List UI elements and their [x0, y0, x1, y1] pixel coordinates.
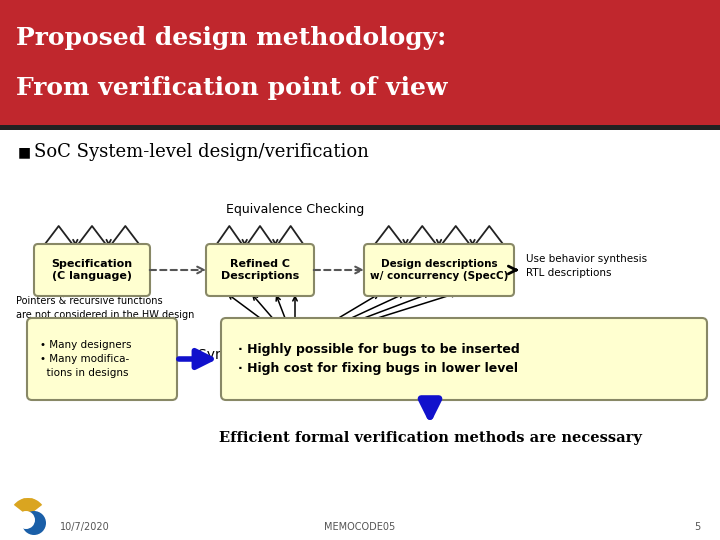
- Text: Equivalence Checking: Equivalence Checking: [226, 203, 364, 216]
- FancyBboxPatch shape: [364, 244, 514, 296]
- Text: Design descriptions
w/ concurrency (SpecC): Design descriptions w/ concurrency (Spec…: [370, 259, 508, 281]
- Circle shape: [17, 511, 35, 529]
- Text: ■: ■: [18, 145, 31, 159]
- Bar: [0, 125, 720, 130]
- Wedge shape: [14, 498, 28, 516]
- Text: Use behavior synthesis
RTL descriptions: Use behavior synthesis RTL descriptions: [526, 254, 647, 278]
- Text: · Highly possible for bugs to be inserted
· High cost for fixing bugs in lower l: · Highly possible for bugs to be inserte…: [238, 343, 520, 375]
- FancyBboxPatch shape: [206, 244, 314, 296]
- Text: Synchronization Verification: Synchronization Verification: [198, 348, 392, 362]
- Text: 10/7/2020: 10/7/2020: [60, 522, 109, 532]
- Text: Pointers & recursive functions
are not considered in the HW design: Pointers & recursive functions are not c…: [16, 296, 194, 320]
- Text: Efficient formal verification methods are necessary: Efficient formal verification methods ar…: [219, 431, 642, 445]
- Circle shape: [22, 511, 46, 535]
- Text: Refined C
Descriptions: Refined C Descriptions: [221, 259, 299, 281]
- FancyBboxPatch shape: [34, 244, 150, 296]
- Wedge shape: [22, 498, 35, 516]
- FancyBboxPatch shape: [221, 318, 707, 400]
- Wedge shape: [28, 498, 42, 516]
- Bar: [0, 0, 720, 125]
- Text: SoC System-level design/verification: SoC System-level design/verification: [34, 143, 369, 161]
- Text: From verification point of view: From verification point of view: [16, 76, 448, 100]
- Text: MEMOCODE05: MEMOCODE05: [325, 522, 395, 532]
- Text: 5: 5: [694, 522, 700, 532]
- Text: Proposed design methodology:: Proposed design methodology:: [16, 26, 446, 50]
- Text: Specification
(C language): Specification (C language): [51, 259, 132, 281]
- FancyBboxPatch shape: [27, 318, 177, 400]
- Text: • Many designers
• Many modifica-
  tions in designs: • Many designers • Many modifica- tions …: [40, 340, 132, 378]
